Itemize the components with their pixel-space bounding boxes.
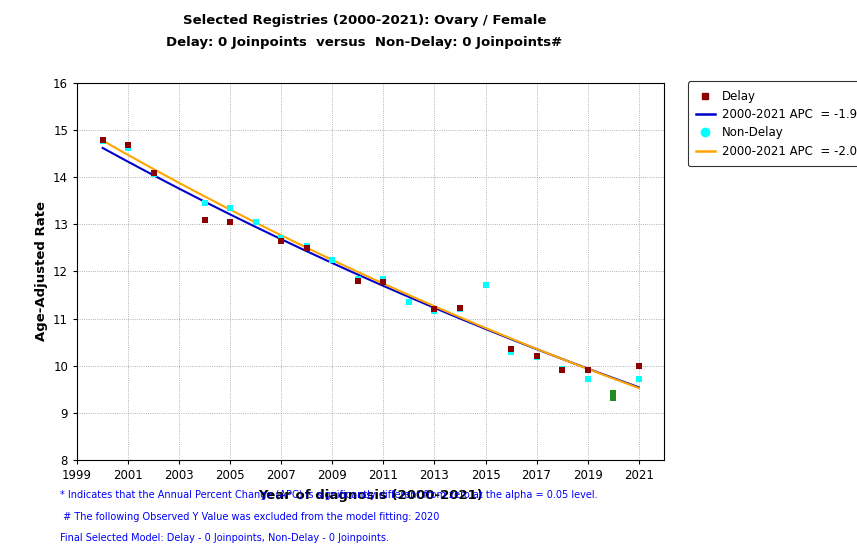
Point [274, 237, 288, 245]
Point [326, 255, 339, 264]
Point [606, 388, 620, 397]
Point [402, 297, 416, 306]
Point [632, 375, 645, 383]
Point [581, 375, 595, 383]
Point [581, 366, 595, 375]
Point [274, 233, 288, 242]
Point [122, 143, 135, 152]
Point [122, 141, 135, 150]
Point [198, 199, 212, 208]
Point [147, 168, 160, 177]
Point [249, 218, 262, 227]
Point [530, 352, 543, 361]
Point [555, 365, 569, 373]
Point [224, 218, 237, 227]
Point [351, 276, 365, 285]
Point [504, 348, 518, 357]
Point [351, 275, 365, 284]
Point [428, 305, 441, 314]
Y-axis label: Age-Adjusted Rate: Age-Adjusted Rate [34, 202, 47, 341]
Point [224, 203, 237, 212]
Point [530, 353, 543, 362]
Text: Selected Registries (2000-2021): Ovary / Female: Selected Registries (2000-2021): Ovary /… [183, 14, 546, 27]
X-axis label: Year of diagnosis (2000-2021): Year of diagnosis (2000-2021) [258, 489, 483, 502]
Point [479, 280, 493, 289]
Point [96, 136, 110, 145]
Text: Final Selected Model: Delay - 0 Joinpoints, Non-Delay - 0 Joinpoints.: Final Selected Model: Delay - 0 Joinpoin… [60, 533, 389, 543]
Point [376, 274, 390, 283]
Text: Delay: 0 Joinpoints  versus  Non-Delay: 0 Joinpoints#: Delay: 0 Joinpoints versus Non-Delay: 0 … [166, 36, 562, 49]
Legend: Delay, 2000-2021 APC  = -1.9*, Non-Delay, 2000-2021 APC  = -2.0*: Delay, 2000-2021 APC = -1.9*, Non-Delay,… [687, 81, 857, 166]
Point [453, 305, 467, 314]
Text: * Indicates that the Annual Percent Change (APC) is significantly different from: * Indicates that the Annual Percent Chan… [60, 490, 597, 500]
Point [504, 345, 518, 353]
Point [300, 241, 314, 250]
Point [96, 135, 110, 144]
Text: # The following Observed Y Value was excluded from the model fitting: 2020: # The following Observed Y Value was exc… [60, 512, 440, 522]
Point [198, 215, 212, 224]
Point [428, 307, 441, 316]
Point [300, 244, 314, 253]
Point [632, 361, 645, 370]
Point [147, 169, 160, 178]
Point [606, 393, 620, 402]
Point [555, 366, 569, 375]
Point [453, 304, 467, 312]
Point [376, 278, 390, 286]
